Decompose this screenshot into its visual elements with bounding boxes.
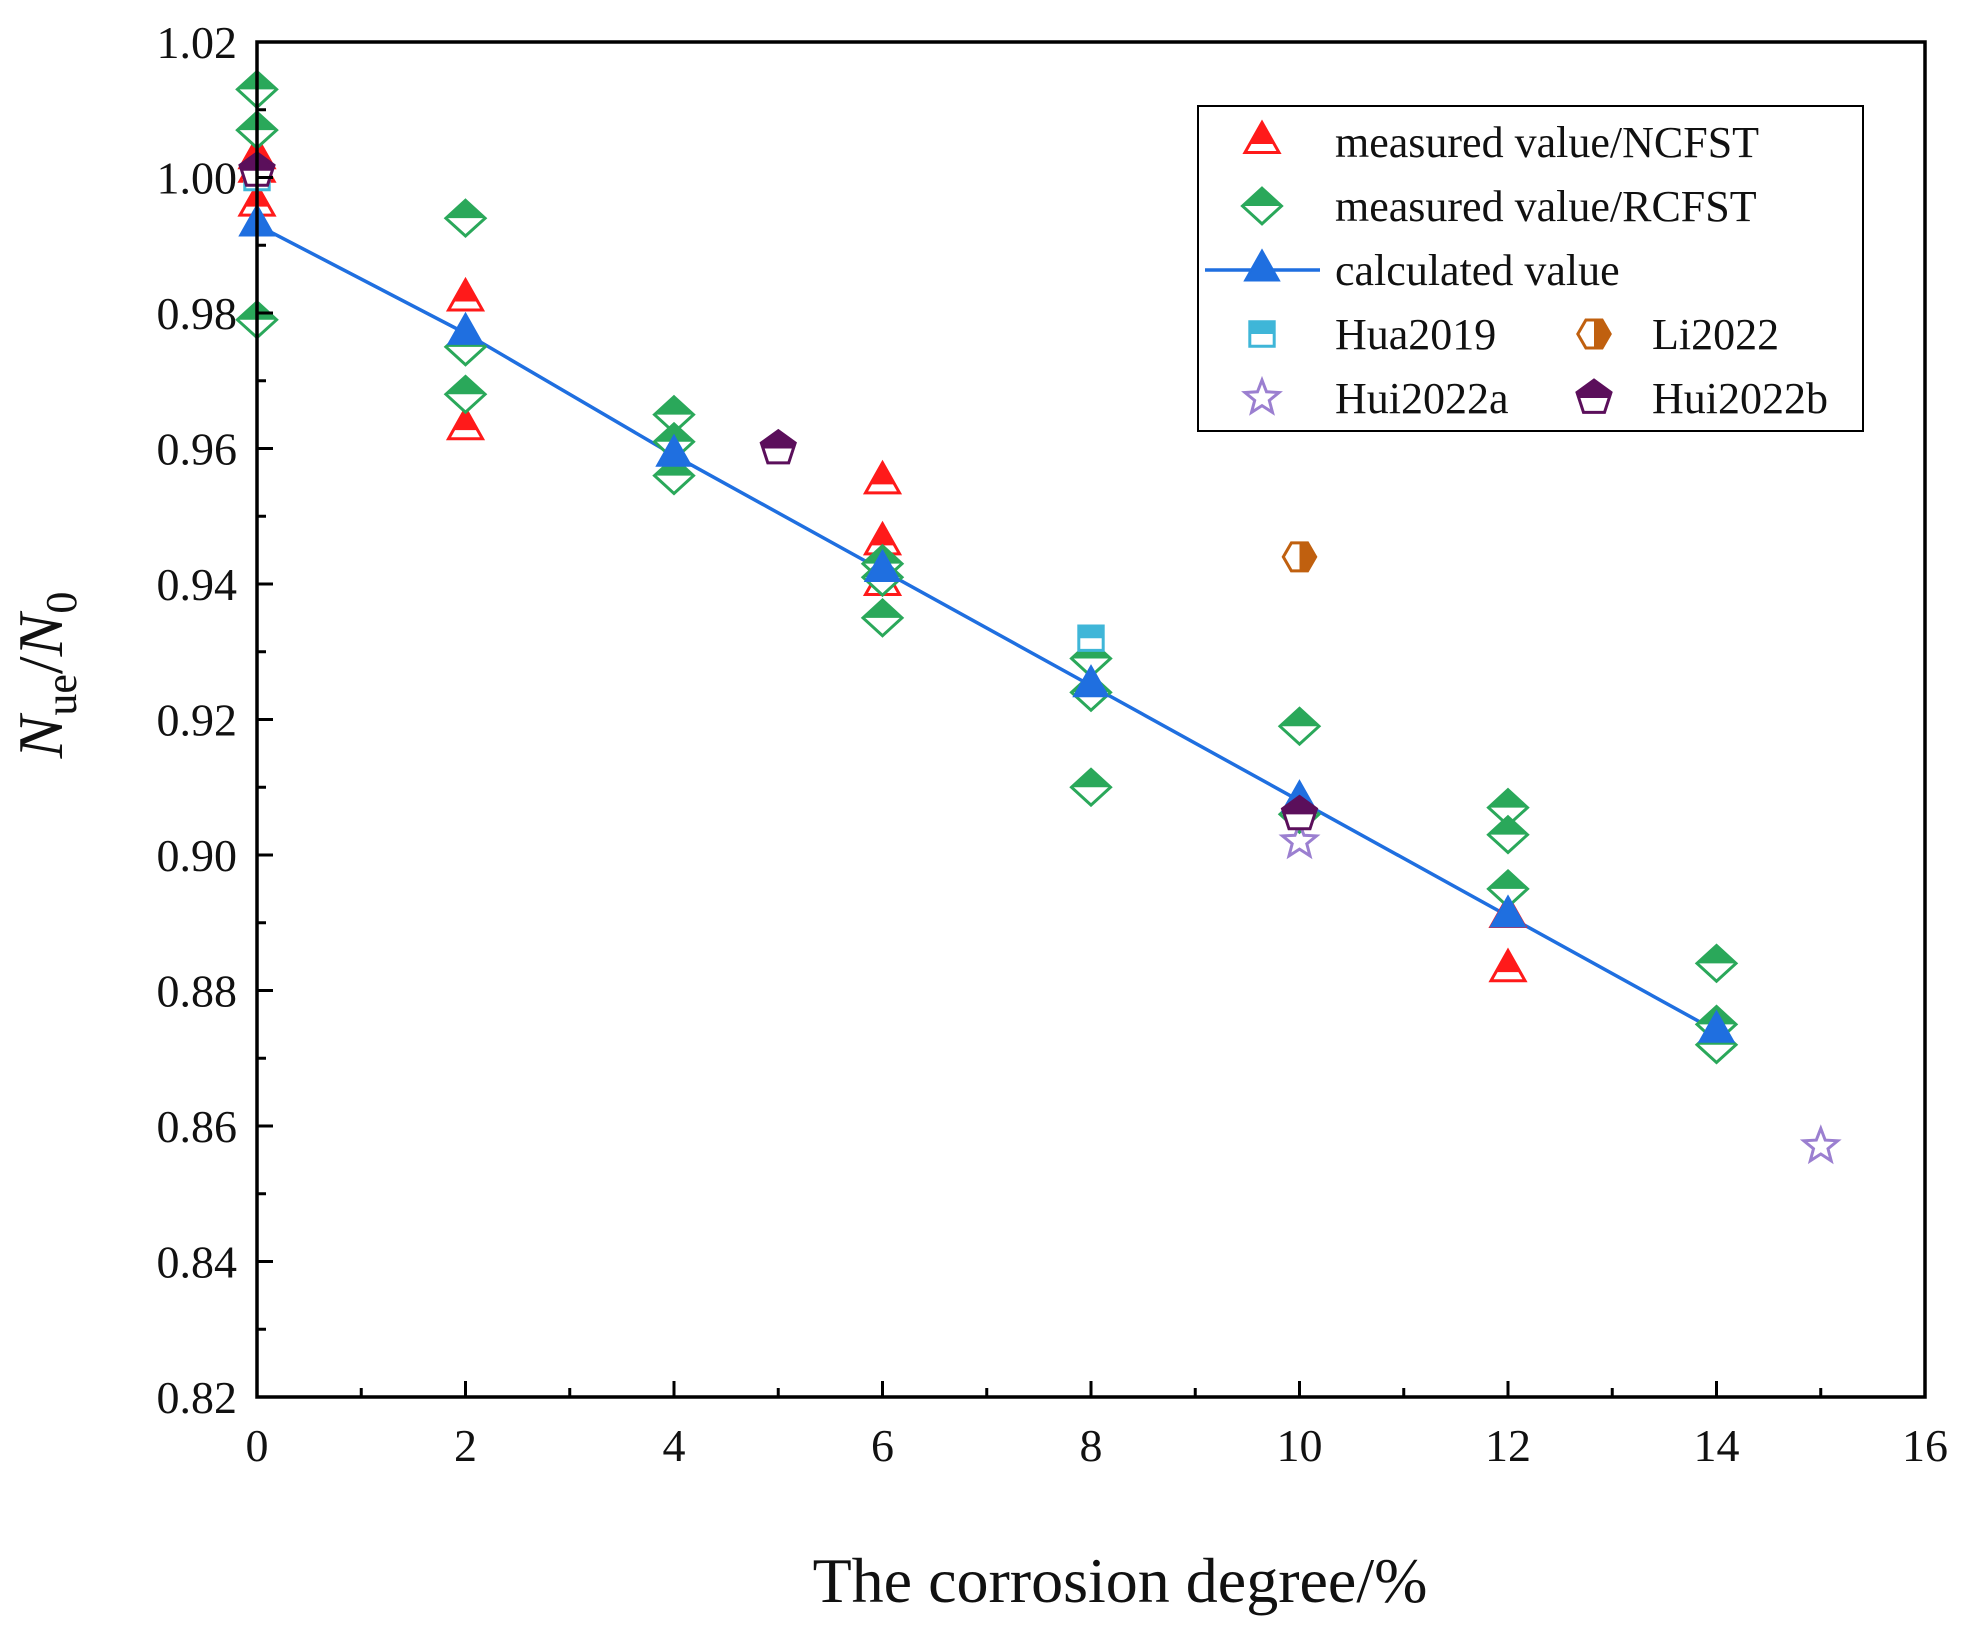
legend-marker-measured-value-rcfst xyxy=(1240,186,1284,226)
point-measured-value-rcfst xyxy=(1069,767,1113,808)
legend-marker-measured-value-ncfst xyxy=(1242,119,1282,154)
point-measured-value-rcfst xyxy=(860,597,905,638)
x-tick-label: 10 xyxy=(1277,1420,1323,1471)
y-tick-label: 0.88 xyxy=(157,966,238,1017)
point-calculated-value xyxy=(863,548,902,582)
point-calculated-value xyxy=(1072,664,1110,698)
point-hui2022b xyxy=(759,428,797,465)
x-tick-label: 0 xyxy=(246,1420,269,1471)
legend-label-hua2019: Hua2019 xyxy=(1335,310,1496,359)
legend-label-hui2022b: Hui2022b xyxy=(1652,374,1828,423)
point-hui2022b xyxy=(1280,794,1319,831)
calculated-value-line xyxy=(256,223,1718,1033)
x-tick-label: 6 xyxy=(871,1420,894,1471)
legend-label-measured-value-ncfst: measured value/NCFST xyxy=(1335,118,1759,167)
x-tick-label: 16 xyxy=(1902,1420,1948,1471)
y-tick-label: 0.92 xyxy=(157,695,238,746)
point-calculated-value xyxy=(655,433,693,467)
x-tick-label: 8 xyxy=(1080,1420,1103,1471)
point-hui2022a xyxy=(1278,819,1321,860)
y-tick-label: 0.86 xyxy=(157,1101,238,1152)
legend-label-hui2022a: Hui2022a xyxy=(1335,374,1509,423)
point-measured-value-ncfst xyxy=(1488,947,1528,983)
point-measured-value-rcfst xyxy=(443,198,488,239)
y-tick-label: 0.84 xyxy=(157,1237,238,1288)
y-axis-title-n0: N xyxy=(5,610,76,657)
x-tick-label: 12 xyxy=(1485,1420,1531,1471)
legend: measured value/NCFST measured value/RCFST… xyxy=(1197,105,1864,432)
point-measured-value-rcfst xyxy=(443,374,488,415)
point-calculated-value xyxy=(446,311,485,345)
x-tick-label: 4 xyxy=(663,1420,686,1471)
y-tick-label: 1.00 xyxy=(157,153,238,204)
y-tick-label: 1.02 xyxy=(157,17,238,68)
legend-marker-hua2019 xyxy=(1248,320,1276,348)
y-tick-label: 0.90 xyxy=(157,830,238,881)
point-measured-value-ncfst xyxy=(445,405,486,441)
x-tick-label: 2 xyxy=(454,1420,477,1471)
legend-marker-hui2022b xyxy=(1575,378,1613,414)
legend-marker-li2022 xyxy=(1576,318,1612,350)
point-hui2022a xyxy=(1799,1124,1842,1165)
y-tick-label: 0.82 xyxy=(157,1372,238,1423)
y-axis-title-n: N xyxy=(5,712,76,759)
point-measured-value-rcfst xyxy=(1486,814,1530,855)
y-axis-title: Nue/N0 xyxy=(5,592,86,760)
y-axis-title-slash: / xyxy=(5,656,76,674)
point-hua2019 xyxy=(1077,624,1105,652)
legend-label-measured-value-rcfst: measured value/RCFST xyxy=(1335,182,1757,231)
point-measured-value-ncfst xyxy=(445,276,486,312)
legend-marker-hui2022a xyxy=(1241,375,1283,416)
point-measured-value-rcfst xyxy=(1694,943,1739,984)
x-axis-title: The corrosion degree/% xyxy=(813,1545,1428,1616)
point-calculated-value xyxy=(1489,894,1527,928)
point-li2022 xyxy=(1281,541,1318,573)
point-calculated-value xyxy=(1697,1009,1736,1043)
legend-marker-calculated-value xyxy=(1243,248,1281,282)
y-axis-title-sub-ue: ue xyxy=(37,674,86,716)
y-tick-label: 0.96 xyxy=(157,424,238,475)
y-axis-title-sub-0: 0 xyxy=(37,592,86,614)
y-tick-label: 0.94 xyxy=(157,559,238,610)
point-measured-value-ncfst xyxy=(862,459,903,495)
x-tick-label: 14 xyxy=(1694,1420,1740,1471)
axes: 0 2 4 6 8 10 12 14 16 0.82 0.84 0.86 0.88 0.90 0.92 0.9… xyxy=(157,17,1949,1471)
legend-label-li2022: Li2022 xyxy=(1652,310,1779,359)
legend-label-calculated-value: calculated value xyxy=(1335,246,1620,295)
point-measured-value-rcfst xyxy=(1277,706,1322,747)
y-tick-label: 0.98 xyxy=(157,288,238,339)
